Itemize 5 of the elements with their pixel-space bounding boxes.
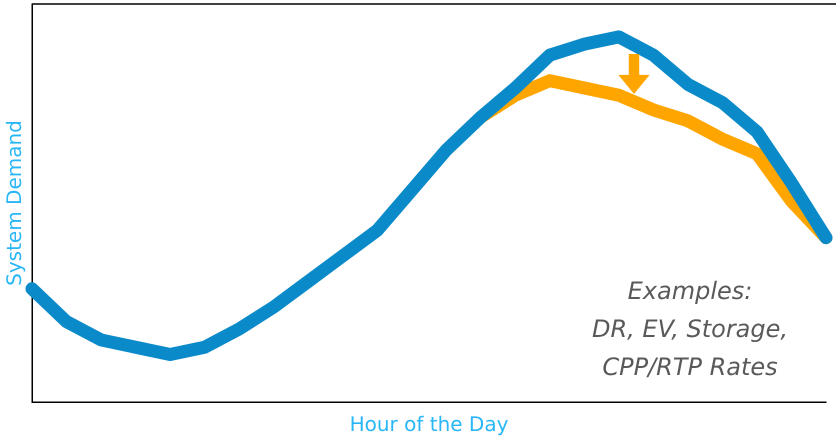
x-axis-title: Hour of the Day <box>350 412 509 436</box>
annotation: Examples: <box>626 276 754 307</box>
y-axis-title: System Demand <box>2 120 26 286</box>
annotation: CPP/RTP Rates <box>601 352 779 383</box>
annotation: DR, EV, Storage, <box>590 314 790 345</box>
